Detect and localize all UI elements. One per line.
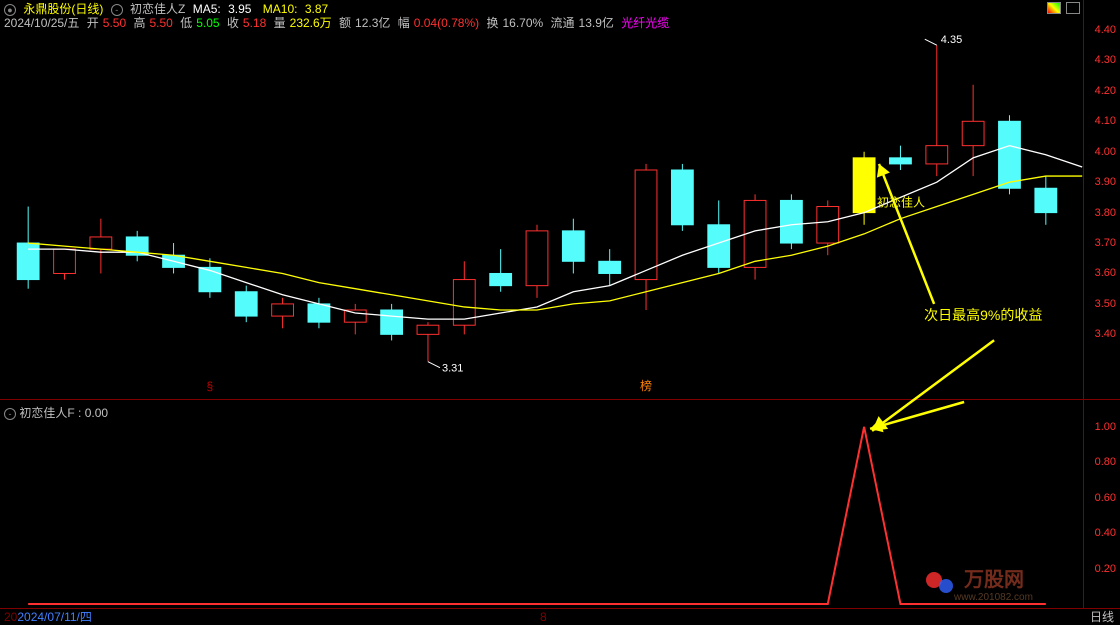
amp-label: 幅 [398,16,410,30]
amp-value: 0.04(0.78%) [414,16,479,30]
turn-value: 16.70% [502,16,543,30]
minus-icon[interactable]: - [4,408,16,420]
low-value: 5.05 [196,16,219,30]
ma5-label: MA5: [193,2,221,16]
high-label: 高 [133,16,145,30]
svg-text:4.35: 4.35 [941,34,962,46]
svg-text:初恋佳人: 初恋佳人 [877,195,925,210]
stock-title: 永鼎股份(日线) [23,2,103,16]
minus-icon[interactable]: - [111,4,123,16]
svg-text:www.201082.com: www.201082.com [953,592,1033,603]
svg-text:次日最高9%的收益: 次日最高9%的收益 [924,307,1042,323]
amount-label: 额 [339,16,351,30]
box-icon[interactable] [1066,2,1080,14]
sub-indicator-value: : 0.00 [78,406,108,420]
footer-left-num: 20 [4,610,17,624]
vol-value: 232.6万 [290,16,332,30]
sub-indicator-header: - 初恋佳人F : 0.00 [4,404,108,421]
time-axis-footer: 202024/07/11/四 8 日线 [0,608,1120,624]
low-label: 低 [180,16,192,30]
main-y-axis: 3.403.503.603.703.803.904.004.104.204.30… [1084,0,1120,400]
main-candlestick-chart[interactable]: 3.31 4.35 § 榜 初恋佳人次日最高9%的收益 [0,0,1084,400]
open-label: 开 [87,16,99,30]
sub-indicator-chart[interactable]: 万股网www.201082.com [0,400,1084,608]
footer-mid-num: 8 [540,609,547,625]
sector-label: 光纤光缆 [621,16,669,30]
sub-y-axis: 0.200.400.600.801.00 [1084,400,1120,608]
vol-label: 量 [274,16,286,30]
footer-right-label: 日线 [1090,609,1114,625]
turn-label: 换 [486,16,498,30]
svg-text:万股网: 万股网 [963,568,1024,591]
palette-icon[interactable] [1047,2,1061,14]
circle-icon[interactable]: ● [4,4,16,16]
float-label: 流通 [551,16,575,30]
top-right-icons [1045,2,1080,17]
svg-text:§: § [207,379,214,393]
ma5-value: 3.95 [228,2,251,16]
svg-text:3.31: 3.31 [442,363,463,375]
sub-indicator-name: 初恋佳人F [19,406,74,420]
amount-value: 12.3亿 [355,16,390,30]
high-value: 5.50 [149,16,172,30]
float-value: 13.9亿 [579,16,614,30]
ma10-value: 3.87 [305,2,328,16]
indicator-name: 初恋佳人Z [130,2,185,16]
ma10-label: MA10: [263,2,298,16]
close-value: 5.18 [243,16,266,30]
svg-text:榜: 榜 [640,378,652,393]
chart-header: ● 永鼎股份(日线) - 初恋佳人Z MA5: 3.95 MA10: 3.87 … [0,0,1120,30]
close-label: 收 [227,16,239,30]
open-value: 5.50 [103,16,126,30]
footer-date: 2024/07/11/四 [17,610,92,624]
header-date: 2024/10/25/五 [4,16,79,30]
